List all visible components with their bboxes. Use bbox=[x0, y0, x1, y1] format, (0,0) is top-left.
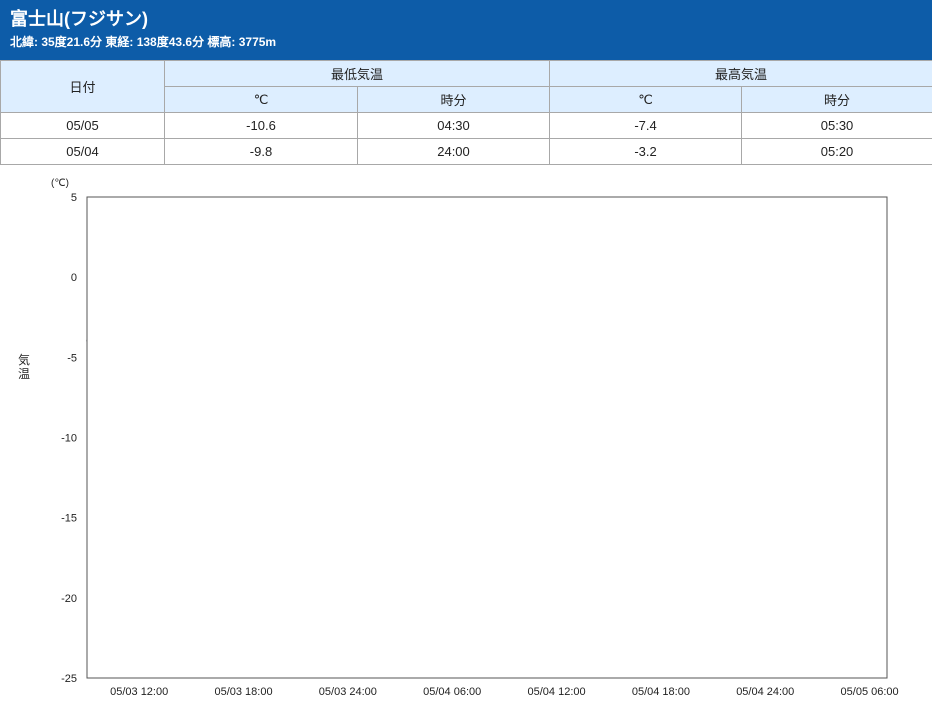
row-date: 05/05 bbox=[0, 112, 165, 139]
x-tick-label: 05/04 18:00 bbox=[632, 686, 690, 698]
row-min-time: 24:00 bbox=[356, 138, 551, 165]
max-time-header: 時分 bbox=[741, 86, 932, 113]
plot-area bbox=[86, 196, 888, 679]
x-tick-label: 05/03 12:00 bbox=[110, 686, 168, 698]
station-location: 北緯: 35度21.6分 東経: 138度43.6分 標高: 3775m bbox=[10, 35, 277, 49]
row-max-value: -3.2 bbox=[549, 138, 743, 165]
y-tick-label: -5 bbox=[67, 352, 77, 364]
station-header: 富士山(フジサン) 北緯: 35度21.6分 東経: 138度43.6分 標高:… bbox=[0, 0, 932, 60]
y-axis-label: 気温 bbox=[18, 352, 30, 381]
row-max-time: 05:30 bbox=[741, 112, 932, 139]
x-tick-label: 05/04 12:00 bbox=[528, 686, 586, 698]
table-row: 05/04 -9.8 24:00 -3.2 05:20 bbox=[0, 138, 932, 165]
x-tick-label: 05/04 24:00 bbox=[736, 686, 794, 698]
max-unit-header: ℃ bbox=[549, 86, 743, 113]
table-row: 05/05 -10.6 04:30 -7.4 05:30 bbox=[0, 112, 932, 139]
table-header-row: 日付 最低気温 最高気温 bbox=[0, 60, 932, 113]
min-unit-header: ℃ bbox=[164, 86, 358, 113]
y-unit-label: (℃) bbox=[51, 178, 69, 189]
x-tick-label: 05/03 24:00 bbox=[319, 686, 377, 698]
y-tick-label: -25 bbox=[61, 673, 77, 685]
table-subheader-row: ℃ 時分 ℃ 時分 bbox=[1, 86, 932, 113]
row-min-time: 04:30 bbox=[356, 112, 551, 139]
min-temp-header: 最低気温 bbox=[163, 60, 551, 87]
station-title: 富士山(フジサン) bbox=[10, 9, 148, 29]
row-max-value: -7.4 bbox=[549, 112, 743, 139]
x-tick-label: 05/04 06:00 bbox=[423, 686, 481, 698]
y-tick-label: 5 bbox=[71, 192, 77, 204]
y-tick-label: 0 bbox=[71, 272, 77, 284]
row-max-time: 05:20 bbox=[741, 138, 932, 165]
x-tick-label: 05/03 18:00 bbox=[214, 686, 272, 698]
y-tick-label: -15 bbox=[61, 513, 77, 525]
row-min-value: -10.6 bbox=[164, 112, 358, 139]
x-tick-label: 05/05 06:00 bbox=[841, 686, 899, 698]
min-time-header: 時分 bbox=[356, 86, 551, 113]
date-column-header: 日付 bbox=[0, 60, 165, 113]
y-tick-label: -20 bbox=[61, 593, 77, 605]
axes-group: 5 0 -5 -10 -15 -20 -25 05/03 12:00 05/03 18:00 05… bbox=[61, 192, 899, 698]
row-min-value: -9.8 bbox=[164, 138, 358, 165]
max-temp-header: 最高気温 bbox=[549, 60, 932, 87]
y-tick-label: -10 bbox=[61, 433, 77, 445]
temperature-summary-table: 日付 最低気温 最高気温 ℃ 時分 ℃ 時分 05/05 -10.6 04:30… bbox=[0, 60, 932, 165]
row-date: 05/04 bbox=[0, 138, 165, 165]
